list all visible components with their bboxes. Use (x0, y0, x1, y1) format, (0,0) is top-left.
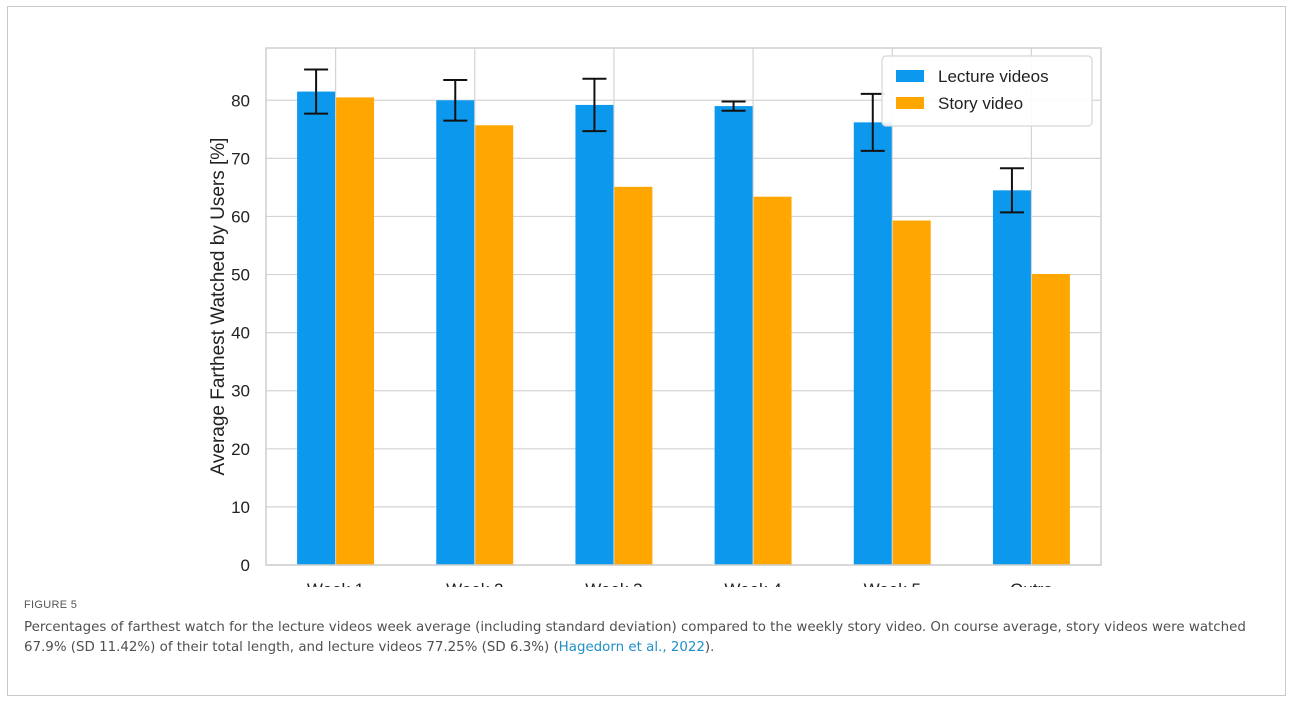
x-tick-label: Outro (1010, 580, 1053, 587)
bar-story (475, 125, 514, 565)
bar-lecture (714, 106, 753, 565)
y-tick-label: 20 (231, 440, 250, 459)
plot-frame (265, 47, 1102, 566)
y-tick-label: 70 (231, 149, 250, 168)
legend-label: Story video (938, 94, 1023, 113)
bar-lecture (575, 104, 614, 565)
x-tick-label: Week 5 (864, 580, 921, 587)
y-tick-label: 40 (231, 324, 250, 343)
bar-story (336, 97, 375, 565)
legend-box (881, 55, 1093, 127)
x-tick-label: Week 1 (307, 580, 364, 587)
bar-story (892, 220, 931, 565)
caption-end: ). (704, 640, 715, 655)
y-tick-label: 80 (231, 91, 250, 110)
legend-label: Lecture videos (938, 67, 1049, 86)
chart: 0 10 20 30 40 50 60 70 80 Week 1 Week 2 Week 3 Week … (208, 47, 1102, 587)
x-tick-label: Week 2 (446, 580, 503, 587)
legend-swatch (896, 70, 924, 82)
bar-lecture (436, 100, 475, 566)
figure-frame: 0 10 20 30 40 50 60 70 80 Week 1 Week 2 Week 3 Week … (7, 6, 1286, 696)
y-tick-label: 50 (231, 266, 250, 285)
y-tick-label: 30 (231, 382, 250, 401)
bar-story (614, 186, 653, 565)
caption-text: Percentages of farthest watch for the le… (24, 620, 1246, 655)
x-tick-label: Week 4 (724, 580, 781, 587)
bar-story (1031, 273, 1070, 565)
legend-swatch (896, 97, 924, 109)
y-tick-label: 60 (231, 207, 250, 226)
x-tick-label: Week 3 (585, 580, 642, 587)
figure-label: FIGURE 5 (24, 599, 78, 611)
figure-caption: Percentages of farthest watch for the le… (24, 618, 1274, 658)
bar-lecture (297, 91, 336, 565)
bar-lecture (853, 122, 892, 566)
y-tick-label: 0 (241, 556, 250, 575)
citation-link[interactable]: Hagedorn et al., 2022 (558, 640, 705, 655)
bar-lecture (992, 190, 1031, 565)
y-tick-label: 10 (231, 498, 250, 517)
y-axis-label: Average Farthest Watched by Users [%] (208, 138, 229, 476)
bar-story (753, 196, 792, 565)
